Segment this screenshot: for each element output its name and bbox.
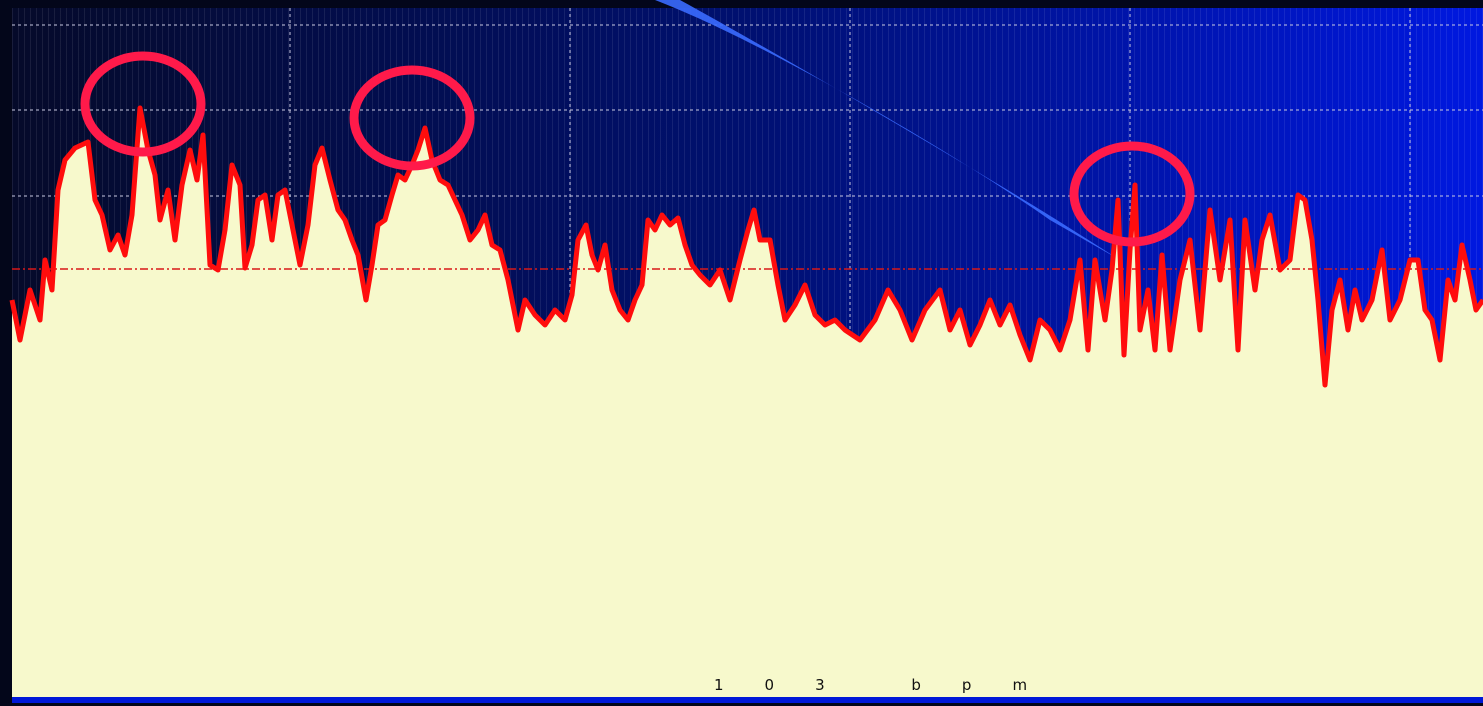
line	[9, 105, 1483, 388]
highlight-circle	[1069, 141, 1195, 247]
highlight-circle	[349, 65, 475, 171]
bpm-label: 103 bpm	[714, 676, 1068, 694]
highlights	[80, 51, 1195, 247]
highlight-circle	[80, 51, 206, 157]
marks	[9, 105, 1483, 697]
bottom-bar	[12, 697, 1483, 703]
